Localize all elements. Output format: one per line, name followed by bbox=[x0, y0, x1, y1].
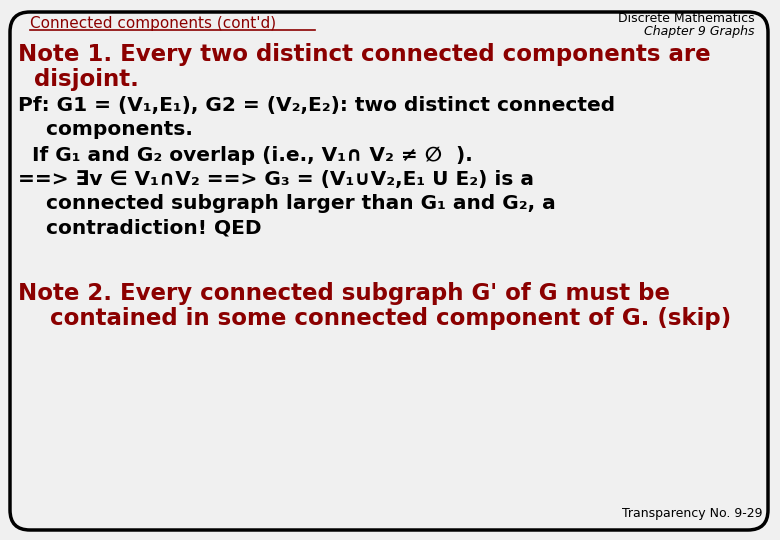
Text: contained in some connected component of G. (skip): contained in some connected component of… bbox=[18, 307, 732, 330]
Text: Note 1. Every two distinct connected components are: Note 1. Every two distinct connected com… bbox=[18, 43, 711, 66]
Text: ==> ∃v ∈ V₁∩V₂ ==> G₃ = (V₁∪V₂,E₁ U E₂) is a: ==> ∃v ∈ V₁∩V₂ ==> G₃ = (V₁∪V₂,E₁ U E₂) … bbox=[18, 170, 534, 189]
Text: Connected components (cont'd): Connected components (cont'd) bbox=[30, 16, 276, 31]
Text: Note 2. Every connected subgraph G' of G must be: Note 2. Every connected subgraph G' of G… bbox=[18, 282, 670, 305]
Text: Chapter 9 Graphs: Chapter 9 Graphs bbox=[644, 25, 755, 38]
Text: If G₁ and G₂ overlap (i.e., V₁∩ V₂ ≠ ∅  ).: If G₁ and G₂ overlap (i.e., V₁∩ V₂ ≠ ∅ )… bbox=[18, 146, 473, 165]
Text: components.: components. bbox=[18, 120, 193, 139]
Text: Transparency No. 9-29: Transparency No. 9-29 bbox=[622, 507, 762, 520]
Text: connected subgraph larger than G₁ and G₂, a: connected subgraph larger than G₁ and G₂… bbox=[18, 194, 555, 213]
Text: disjoint.: disjoint. bbox=[18, 68, 139, 91]
Text: contradiction! QED: contradiction! QED bbox=[18, 218, 261, 237]
Text: Pf: G1 = (V₁,E₁), G2 = (V₂,E₂): two distinct connected: Pf: G1 = (V₁,E₁), G2 = (V₂,E₂): two dist… bbox=[18, 96, 615, 115]
Text: Discrete Mathematics: Discrete Mathematics bbox=[619, 12, 755, 25]
FancyBboxPatch shape bbox=[10, 12, 768, 530]
